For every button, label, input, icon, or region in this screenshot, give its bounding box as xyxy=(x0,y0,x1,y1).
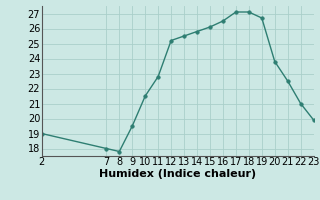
X-axis label: Humidex (Indice chaleur): Humidex (Indice chaleur) xyxy=(99,169,256,179)
